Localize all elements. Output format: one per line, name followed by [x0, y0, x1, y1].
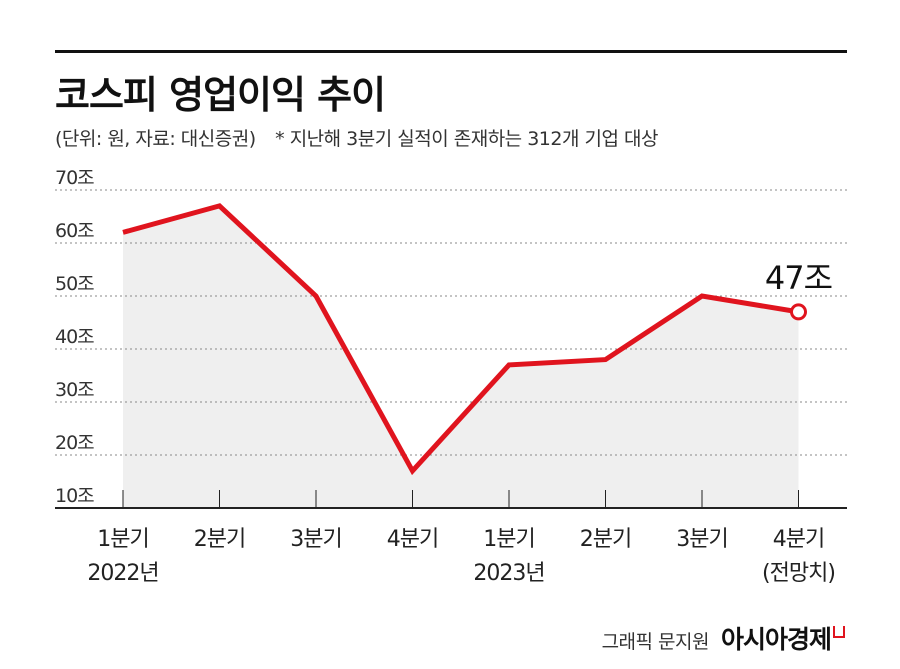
x-tick-label: 2023년: [473, 561, 544, 586]
unit-source-text: (단위: 원, 자료: 대신증권): [55, 128, 256, 150]
x-tick-label: 4분기: [387, 527, 438, 552]
y-tick-label: 10조: [55, 485, 94, 507]
top-rule: [55, 50, 847, 53]
chart-title: 코스피 영업이익 추이: [55, 73, 386, 117]
y-tick-label: 40조: [55, 326, 94, 348]
y-tick-label: 50조: [55, 273, 94, 295]
series-line: [122, 203, 799, 476]
graphic-credit: 그래픽 문지원: [601, 631, 710, 653]
chart-subtitle: (단위: 원, 자료: 대신증권) * 지난해 3분기 실적이 존재하는 312…: [55, 124, 658, 151]
x-tick-label: 4분기: [773, 527, 824, 552]
y-tick-label: 30조: [55, 379, 94, 401]
last-data-point: [790, 303, 807, 321]
x-tick-label: 3분기: [676, 527, 727, 552]
brand-logo-text: 아시아경제: [721, 620, 845, 656]
footnote-text: * 지난해 3분기 실적이 존재하는 312개 기업 대상: [275, 128, 658, 150]
x-tick-label: 3분기: [290, 527, 341, 552]
x-tick-label: 1분기: [483, 527, 534, 552]
x-tick-label: (전망치): [762, 561, 835, 586]
x-tick-label: 2분기: [580, 527, 631, 552]
y-tick-label: 20조: [55, 432, 94, 454]
area-fill: [123, 205, 799, 508]
x-tick-label: 1분기: [97, 527, 148, 552]
y-tick-label: 70조: [55, 167, 94, 189]
brand-mark-icon: [833, 626, 845, 638]
last-point-label: 47조: [765, 259, 832, 297]
y-tick-label: 60조: [55, 220, 94, 242]
x-tick-label: 2022년: [87, 561, 158, 586]
credit: 그래픽 문지원 아시아경제: [602, 620, 845, 656]
x-tick-label: 2분기: [194, 527, 245, 552]
